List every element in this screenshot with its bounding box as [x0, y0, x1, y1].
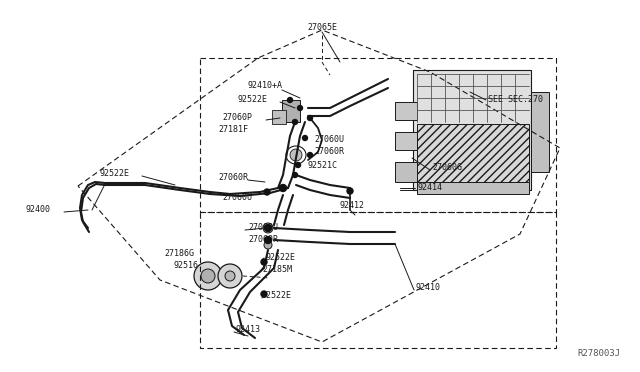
Text: 27060U: 27060U	[314, 135, 344, 144]
Bar	[417, 124, 529, 182]
Bar	[531, 92, 549, 172]
Circle shape	[225, 271, 235, 281]
Circle shape	[218, 264, 242, 288]
Text: 27186G: 27186G	[164, 250, 194, 259]
Text: 92521C: 92521C	[308, 160, 338, 170]
Bar	[413, 70, 531, 190]
Text: 92413: 92413	[236, 326, 261, 334]
Text: 27060R: 27060R	[218, 173, 248, 183]
Circle shape	[264, 224, 271, 231]
Text: 92522E: 92522E	[238, 96, 268, 105]
Text: SEE SEC.270: SEE SEC.270	[488, 96, 543, 105]
Text: R278003J: R278003J	[577, 349, 620, 358]
Circle shape	[290, 149, 302, 161]
Text: 92522E: 92522E	[100, 170, 130, 179]
Circle shape	[264, 237, 271, 244]
Text: 92516: 92516	[174, 262, 199, 270]
Circle shape	[347, 188, 353, 194]
Text: 27181F: 27181F	[218, 125, 248, 135]
Bar	[395, 132, 417, 150]
Bar	[417, 182, 529, 194]
Bar	[282, 100, 300, 122]
Text: 92410+A: 92410+A	[247, 80, 282, 90]
Text: 92414: 92414	[418, 183, 443, 192]
Circle shape	[261, 259, 267, 265]
Bar	[395, 162, 417, 182]
Text: 92522E: 92522E	[266, 253, 296, 262]
Circle shape	[307, 153, 312, 157]
Circle shape	[263, 223, 273, 233]
Text: 27065E: 27065E	[307, 23, 337, 32]
Text: 92412: 92412	[340, 201, 365, 209]
Circle shape	[298, 106, 303, 110]
Text: 92410: 92410	[416, 283, 441, 292]
Circle shape	[287, 97, 292, 103]
Circle shape	[201, 269, 215, 283]
Circle shape	[261, 291, 267, 297]
Text: 27060G: 27060G	[432, 164, 462, 173]
Circle shape	[292, 119, 298, 125]
Text: 92400: 92400	[26, 205, 51, 215]
Text: 27060R: 27060R	[314, 148, 344, 157]
Circle shape	[303, 135, 307, 141]
Text: 27060U: 27060U	[222, 193, 252, 202]
Text: 27060R: 27060R	[248, 235, 278, 244]
Text: 27185M: 27185M	[262, 266, 292, 275]
Circle shape	[280, 185, 287, 192]
Text: 92522E: 92522E	[262, 292, 292, 301]
Bar	[272, 110, 286, 124]
Circle shape	[264, 241, 272, 249]
Circle shape	[292, 173, 298, 177]
Circle shape	[194, 262, 222, 290]
Circle shape	[296, 163, 301, 167]
Circle shape	[307, 115, 312, 121]
Circle shape	[264, 189, 270, 195]
Text: 27060P: 27060P	[222, 113, 252, 122]
Text: 27060U: 27060U	[248, 224, 278, 232]
Bar	[395, 102, 417, 120]
